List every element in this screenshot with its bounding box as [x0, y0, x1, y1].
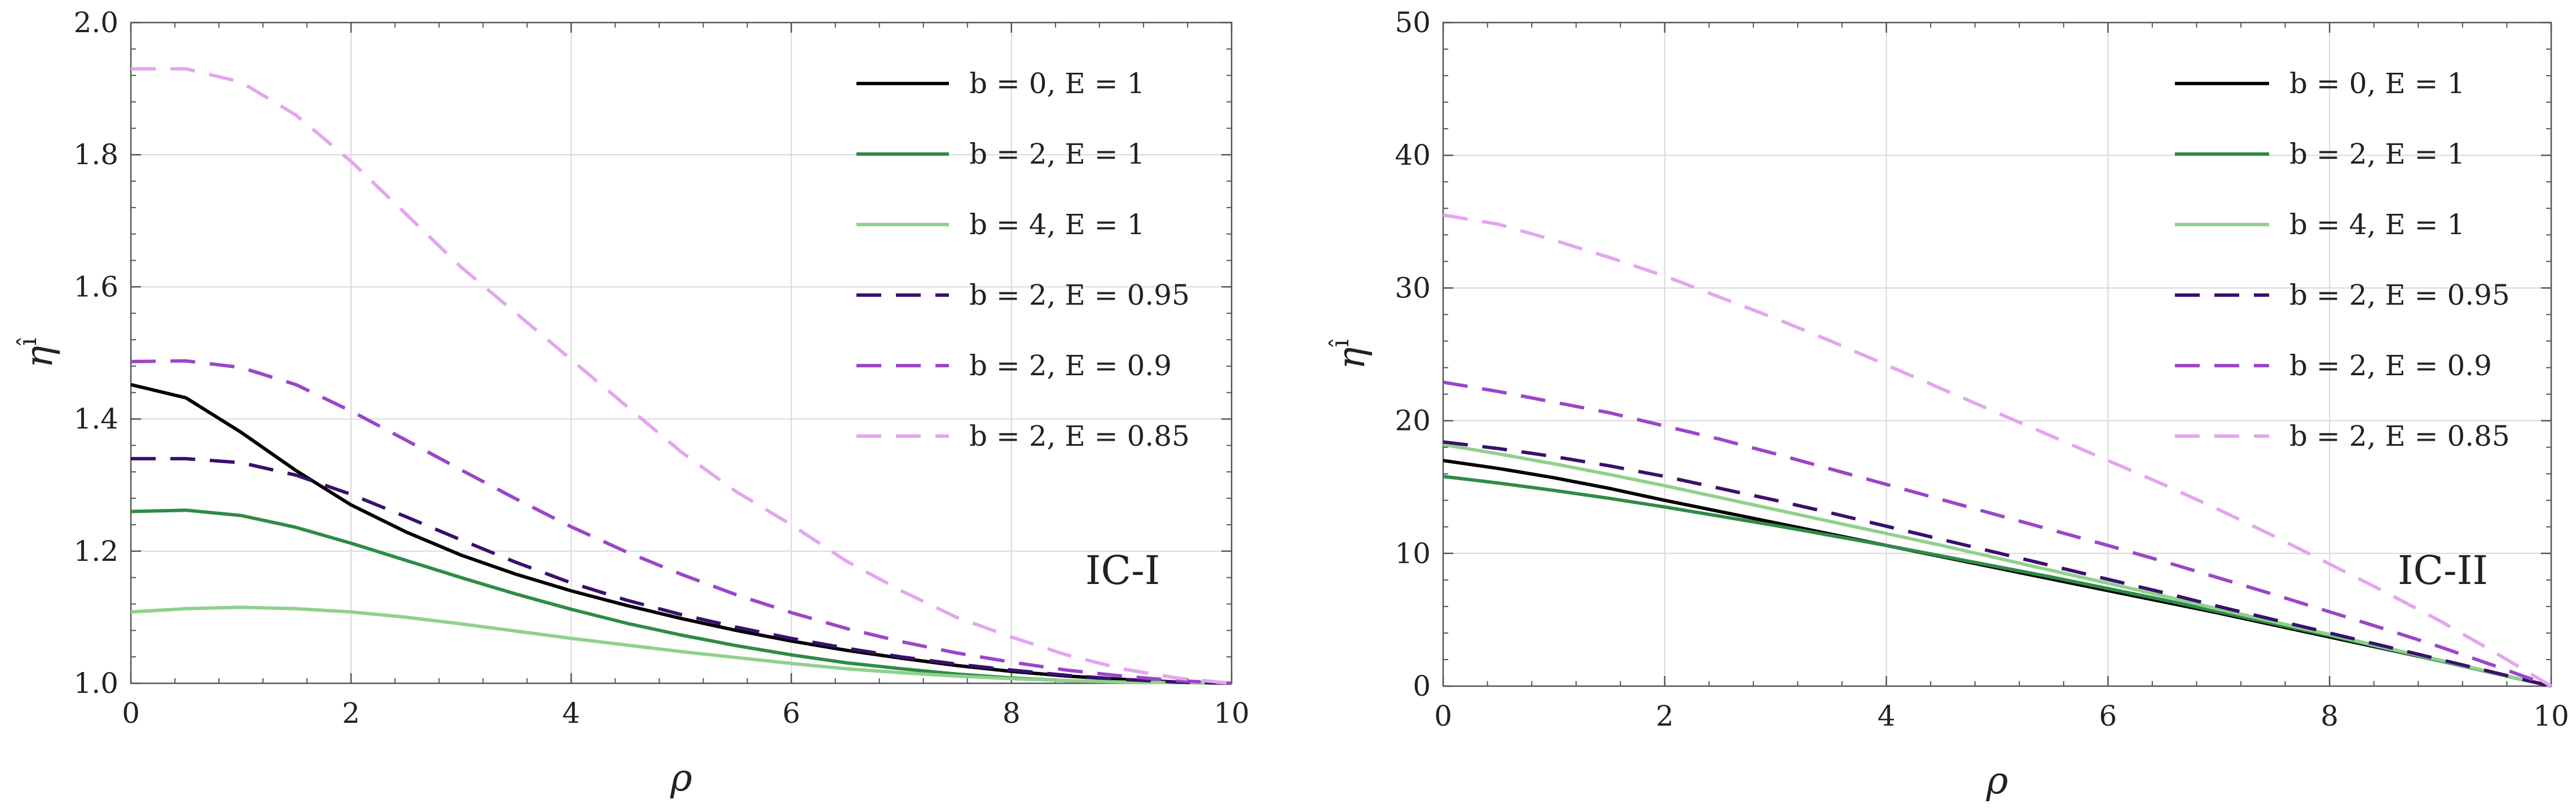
y-tick-label: 1.6 [73, 270, 118, 303]
y-tick-label: 0 [1413, 670, 1431, 702]
x-tick-label: 0 [122, 697, 140, 730]
legend-label-3: b = 2, E = 0.95 [969, 279, 1190, 311]
series-line-4 [130, 359, 1232, 685]
y-axis-label-superscript: î [1326, 339, 1355, 347]
series-line-3 [131, 456, 1232, 685]
y-tick-label: 1.2 [73, 535, 118, 568]
left-chart-panel: 0 2 4 6 8 10 1.0 1.2 1.4 1.6 1.8 2.0 ρ ηî b = 0, E = 1… [14, 6, 1250, 800]
y-axis-label-superscript: î [14, 338, 42, 346]
y-tick-label: 1.4 [73, 403, 118, 436]
y-tick-label: 1.8 [73, 138, 118, 171]
series-layer [1443, 213, 2552, 688]
series-line-2 [1443, 442, 2552, 688]
y-axis-label-symbol: η [17, 346, 61, 368]
y-tick-label: 2.0 [73, 6, 118, 39]
x-tick-label: 4 [562, 697, 580, 730]
legend-label-0: b = 0, E = 1 [2289, 67, 2465, 100]
series-line-2 [130, 605, 1232, 685]
x-tick-label: 10 [2533, 700, 2569, 732]
legend-label-5: b = 2, E = 0.85 [969, 420, 1190, 453]
y-tick-label: 20 [1395, 405, 1431, 437]
x-tick-label: 2 [1656, 700, 1674, 732]
x-tick-label: 8 [1003, 697, 1021, 730]
x-tick-label: 6 [783, 697, 801, 730]
series-line-5 [131, 67, 1232, 685]
y-axis-label: ηî [14, 338, 61, 368]
x-tick-label: 10 [1214, 697, 1250, 730]
x-axis-label: ρ [1986, 759, 2008, 802]
panel-annotation: IC-II [2398, 547, 2488, 594]
y-tick-label: 40 [1395, 139, 1431, 172]
legend-label-3: b = 2, E = 0.95 [2289, 279, 2510, 311]
panel-annotation: IC-I [1085, 547, 1160, 594]
y-tick-label: 10 [1395, 537, 1431, 570]
legend-label-5: b = 2, E = 0.85 [2289, 420, 2510, 453]
y-axis-label-symbol: η [1330, 347, 1373, 370]
plot-frame [130, 21, 1233, 684]
x-tick-label: 0 [1434, 700, 1452, 732]
legend: b = 0, E = 1 b = 2, E = 1 b = 4, E = 1 b = … [2175, 67, 2510, 453]
series-line-5 [1443, 213, 2552, 688]
right-chart-panel: 0 2 4 6 8 10 0 10 20 30 40 50 ρ ηî b = 0, E = 1 b = 2, … [1326, 6, 2569, 802]
legend-label-0: b = 0, E = 1 [969, 67, 1145, 100]
y-tick-label: 1.0 [73, 667, 118, 700]
x-tick-label: 8 [2320, 700, 2338, 732]
series-line-4 [1443, 380, 2552, 688]
legend-label-2: b = 4, E = 1 [969, 208, 1145, 241]
y-tick-label: 50 [1395, 6, 1431, 39]
series-layer [130, 67, 1232, 685]
legend-label-1: b = 2, E = 1 [2289, 138, 2465, 170]
plot-frame [1442, 21, 2552, 687]
legend-label-4: b = 2, E = 0.9 [2289, 349, 2492, 382]
legend: b = 0, E = 1 b = 2, E = 1 b = 4, E = 1 b = … [856, 67, 1190, 453]
legend-label-4: b = 2, E = 0.9 [969, 349, 1172, 382]
series-line-3 [1443, 440, 2552, 688]
legend-label-1: b = 2, E = 1 [969, 138, 1145, 170]
x-tick-label: 2 [342, 697, 360, 730]
x-axis-label: ρ [670, 756, 692, 800]
y-tick-label: 30 [1395, 271, 1431, 304]
y-axis-label: ηî [1326, 339, 1373, 370]
x-tick-label: 6 [2099, 700, 2117, 732]
x-tick-label: 4 [1878, 700, 1896, 732]
legend-label-2: b = 4, E = 1 [2289, 208, 2465, 241]
